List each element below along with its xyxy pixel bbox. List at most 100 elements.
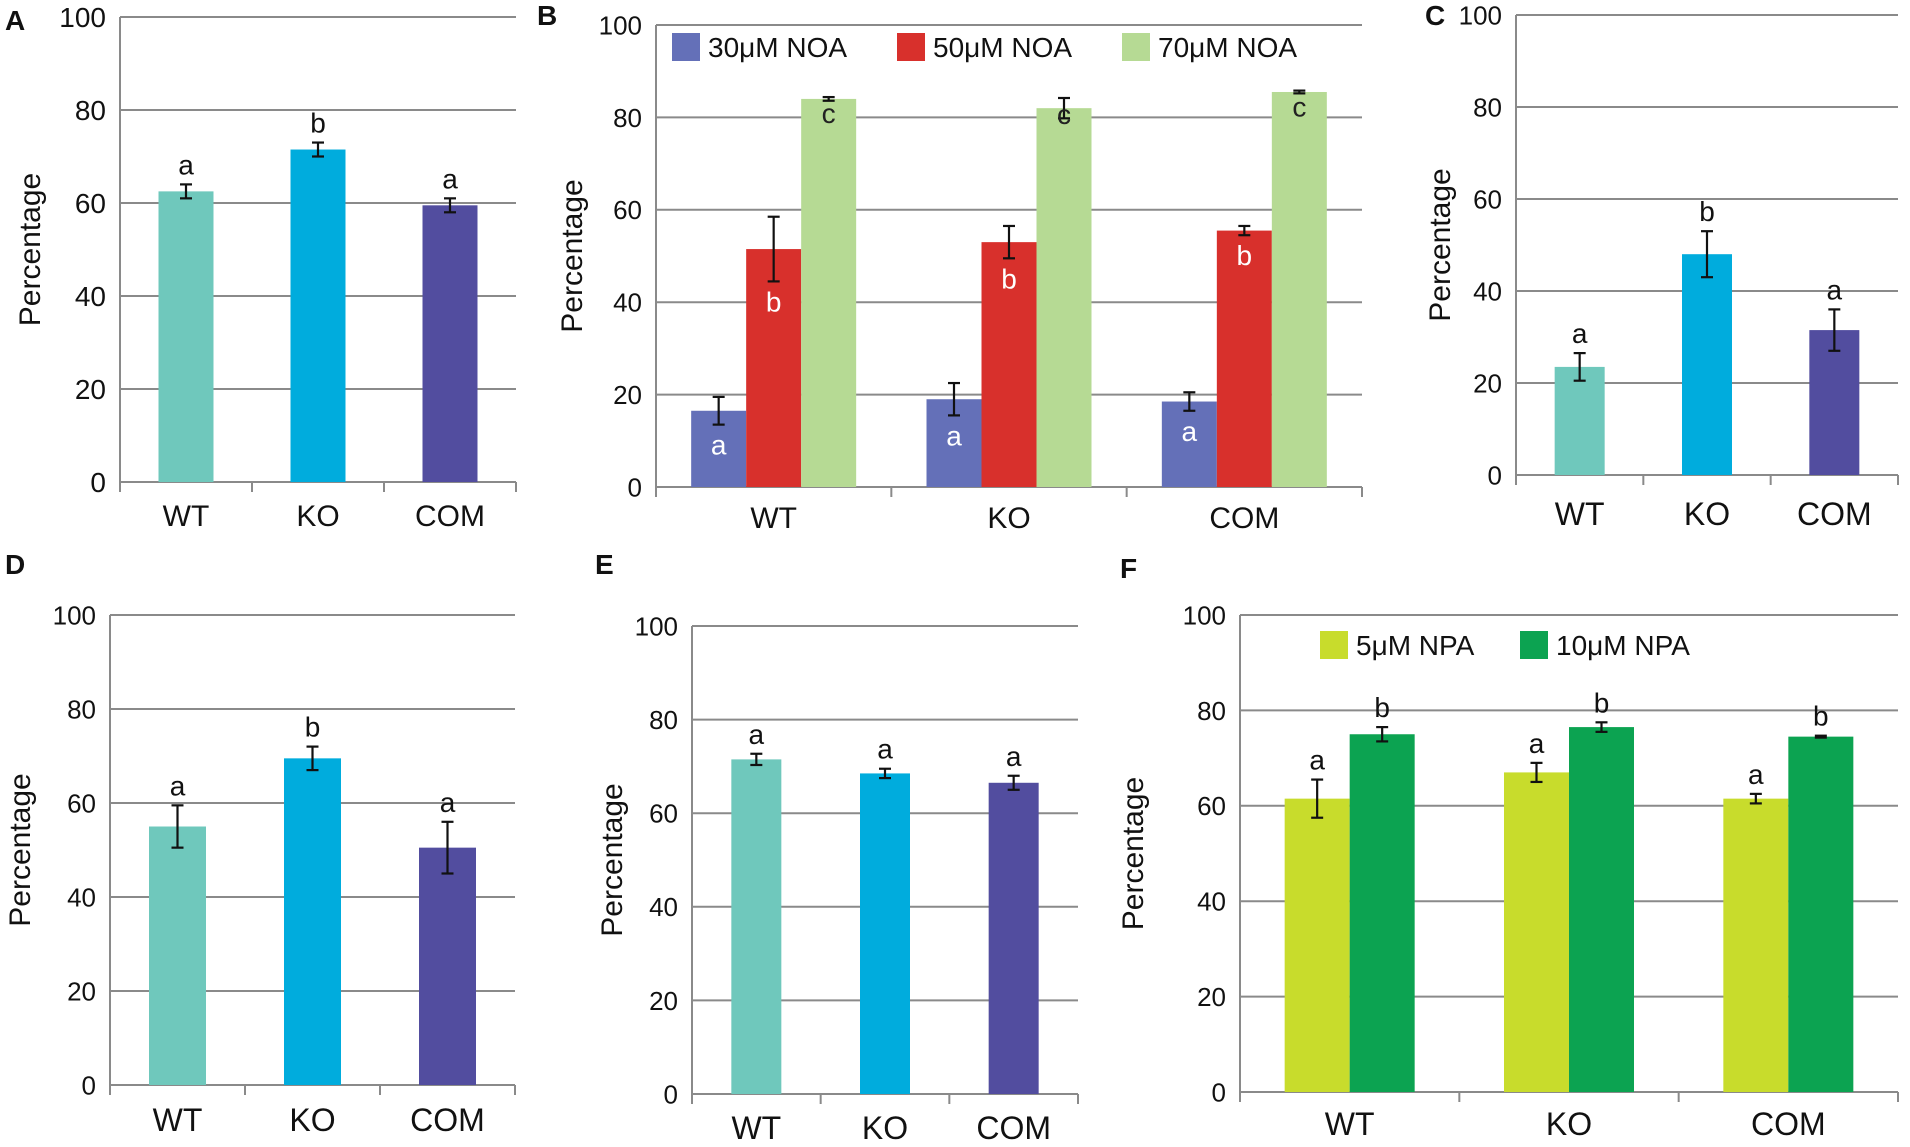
x-tick-label: KO <box>289 1102 335 1138</box>
y-tick-label: 0 <box>1488 460 1502 490</box>
chart-panel-d: D 0 20 40 60 80 100 Percentage WT a KO b COM a <box>4 549 516 1138</box>
x-tick-label: KO <box>987 502 1030 535</box>
legend-label: 50μM NOA <box>933 32 1072 63</box>
bar <box>860 773 910 1094</box>
bar <box>801 98 857 488</box>
bar <box>1284 798 1350 1092</box>
chart-panel-b: B 0 20 40 60 80 100 Percentage WT a b c KO a b c COM a b c 3… <box>537 0 1363 535</box>
y-tick-label: 100 <box>635 611 678 641</box>
chart-legend: 5μM NPA 10μM NPA <box>1320 630 1690 661</box>
bar <box>1788 736 1854 1092</box>
x-tick-label: KO <box>1684 496 1730 532</box>
y-tick-label: 60 <box>1473 184 1502 214</box>
bar <box>290 149 346 482</box>
significance-letter: a <box>1529 728 1545 759</box>
y-tick-label: 40 <box>67 882 96 912</box>
y-tick-label: 100 <box>53 600 96 630</box>
x-tick-label: COM <box>1751 1106 1826 1142</box>
y-tick-label: 60 <box>1197 791 1226 821</box>
bar <box>419 847 476 1085</box>
legend-label: 30μM NOA <box>708 32 847 63</box>
y-tick-label: 60 <box>649 799 678 829</box>
bar <box>746 249 802 487</box>
bar <box>149 826 206 1085</box>
y-tick-label: 60 <box>67 788 96 818</box>
significance-letter: b <box>1594 687 1610 718</box>
x-tick-label: KO <box>1546 1106 1592 1142</box>
y-tick-label: 40 <box>1473 276 1502 306</box>
y-tick-label: 40 <box>613 288 642 318</box>
x-tick-label: WT <box>153 1102 203 1138</box>
significance-letter: a <box>749 719 765 750</box>
significance-letter: a <box>170 770 186 801</box>
bar <box>284 758 341 1085</box>
y-axis-label: Percentage <box>1117 777 1150 930</box>
legend-swatch <box>1320 631 1348 659</box>
significance-letter: a <box>1748 759 1764 790</box>
legend-swatch <box>1122 33 1150 61</box>
significance-letter: a <box>877 734 893 765</box>
panel-label: F <box>1120 553 1137 584</box>
panel-label: A <box>5 5 25 36</box>
x-tick-label: COM <box>976 1110 1051 1146</box>
panel-label: B <box>537 0 557 31</box>
x-tick-label: WT <box>1325 1106 1375 1142</box>
bar <box>1271 91 1327 488</box>
y-axis-label: Percentage <box>556 179 589 332</box>
panel-label: C <box>1425 0 1445 31</box>
bar <box>1569 727 1634 1092</box>
significance-letter: b <box>1699 196 1715 227</box>
y-axis-label: Percentage <box>1424 168 1457 321</box>
x-tick-label: KO <box>296 500 339 533</box>
x-tick-label: COM <box>415 500 485 533</box>
bar <box>1554 366 1605 475</box>
bar <box>1809 330 1860 475</box>
chart-panel-a: A 0 20 40 60 80 100 Percentage WT a KO b COM a <box>5 2 517 533</box>
x-tick-label: COM <box>410 1102 485 1138</box>
y-tick-label: 60 <box>75 188 106 219</box>
significance-letter: b <box>1237 240 1253 271</box>
legend-label: 10μM NPA <box>1556 630 1690 661</box>
significance-letter: a <box>1827 274 1843 305</box>
significance-letter: a <box>1182 416 1198 447</box>
bar <box>1723 798 1789 1092</box>
chart-panel-e: E 0 20 40 60 80 100 Percentage WT a KO a COM a <box>595 549 1079 1146</box>
bar <box>988 782 1039 1094</box>
x-tick-label: KO <box>862 1110 908 1146</box>
y-tick-label: 80 <box>75 95 106 126</box>
y-tick-label: 20 <box>649 986 678 1016</box>
y-axis-label: Percentage <box>4 773 37 926</box>
significance-letter: a <box>1006 741 1022 772</box>
legend-swatch <box>897 33 925 61</box>
chart-panel-c: C 0 20 40 60 80 100 Percentage WT a KO b COM a <box>1424 0 1899 532</box>
significance-letter: a <box>946 420 962 451</box>
y-tick-label: 80 <box>613 103 642 133</box>
significance-letter: b <box>766 286 782 317</box>
bar <box>1682 254 1732 475</box>
y-tick-label: 20 <box>75 374 106 405</box>
significance-letter: b <box>1001 263 1017 294</box>
y-tick-label: 80 <box>1197 696 1226 726</box>
significance-letter: a <box>711 430 727 461</box>
bar <box>1349 734 1415 1092</box>
bar <box>731 759 782 1094</box>
significance-letter: b <box>1374 692 1390 723</box>
bar <box>158 191 214 482</box>
bar <box>1161 401 1217 487</box>
x-tick-label: WT <box>731 1110 781 1146</box>
x-tick-label: COM <box>1209 502 1279 535</box>
y-tick-label: 0 <box>90 467 106 498</box>
y-tick-label: 0 <box>82 1070 96 1100</box>
bar <box>1504 772 1569 1092</box>
y-tick-label: 80 <box>67 694 96 724</box>
bar <box>422 205 478 482</box>
chart-panel-f: F 0 20 40 60 80 100 Percentage WT a b KO a b COM a b 5μM … <box>1117 553 1899 1142</box>
legend-swatch <box>672 33 700 61</box>
y-tick-label: 100 <box>59 2 106 33</box>
significance-letter: a <box>1309 745 1325 776</box>
legend-label: 5μM NPA <box>1356 630 1475 661</box>
y-tick-label: 100 <box>1183 600 1226 630</box>
bar <box>1036 108 1092 487</box>
panel-label: D <box>5 549 25 580</box>
